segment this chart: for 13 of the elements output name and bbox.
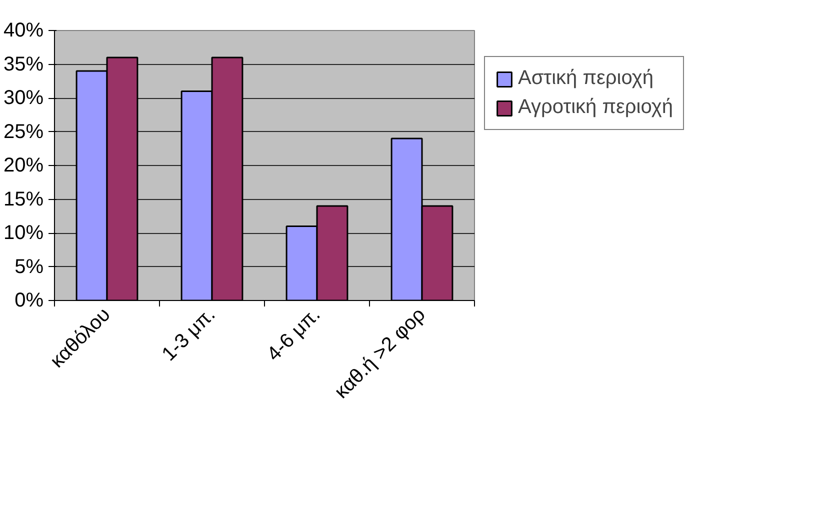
x-tick-label: 1-3 μπ. <box>158 304 220 366</box>
y-tick-label: 25% <box>3 120 44 143</box>
y-tick-label: 35% <box>3 53 44 76</box>
y-tick-label: 30% <box>3 87 44 109</box>
x-tick-label: 4-6 μπ. <box>263 304 325 366</box>
y-tick-label: 40% <box>3 20 44 42</box>
y-tick-label: 20% <box>3 154 44 176</box>
legend-label: Αγροτική περιοχή <box>518 96 673 119</box>
y-tick-label: 15% <box>3 188 44 210</box>
legend-label: Αστική περιοχή <box>518 67 654 90</box>
y-tick-label: 10% <box>3 222 44 244</box>
y-tick-label: 5% <box>14 256 44 278</box>
y-tick-label: 0% <box>14 290 44 312</box>
